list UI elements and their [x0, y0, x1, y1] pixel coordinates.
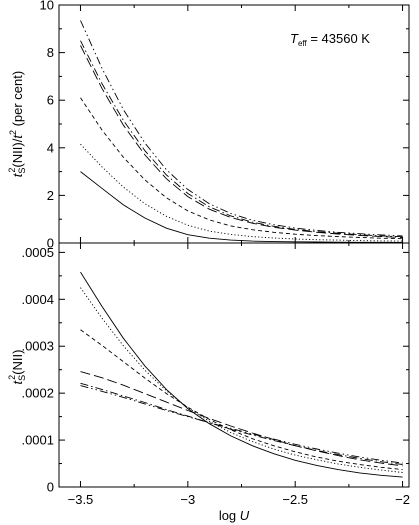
top-series-line-short-dash: [80, 97, 403, 240]
bottom-y-axis-label: tS2(NII): [7, 350, 27, 385]
top-ytick-label: 8: [47, 45, 54, 60]
bottom-ytick-label: .0001: [21, 433, 54, 448]
bottom-series-line-long-dash: [80, 371, 403, 467]
bottom-panel-ticks: 0 .0001 .0002 .0003 .0004 .0005 −3.5 −3 −2.5 −2: [21, 243, 410, 507]
top-ytick-label: 4: [47, 140, 54, 155]
top-panel-series: [80, 20, 403, 243]
xtick-label: −3.5: [68, 492, 94, 507]
bottom-ytick-label: 0: [47, 480, 54, 495]
bottom-ytick-label: .0005: [21, 245, 54, 260]
x-axis-label: log U: [219, 508, 250, 523]
top-series-line-dotted: [80, 143, 403, 242]
bottom-series-line-solid: [80, 271, 403, 478]
top-ytick-label: 0: [47, 236, 54, 251]
top-ytick-label: 2: [47, 188, 54, 203]
bottom-panel-series: [80, 271, 403, 478]
top-ytick-label: 6: [47, 93, 54, 108]
bottom-ytick-label: .0004: [21, 292, 54, 307]
bottom-ytick-label: .0003: [21, 339, 54, 354]
top-y-axis-label: tS2(NII)/t2 (per cent): [7, 71, 27, 177]
bottom-series-line-dash-dot-dot: [80, 385, 403, 464]
top-series-line-dash-dot-dot: [80, 20, 403, 237]
top-ytick-label: 10: [40, 0, 54, 13]
xtick-label: −2: [395, 492, 410, 507]
top-series-line-long-dash: [80, 45, 403, 238]
bottom-series-line-dotted: [80, 287, 403, 473]
xtick-label: −3: [180, 492, 195, 507]
bottom-series-line-short-dash: [80, 329, 403, 471]
top-series-line-dash-dot: [80, 40, 403, 238]
bottom-panel-frame: [58, 242, 410, 488]
top-series-line-solid: [80, 171, 403, 243]
xtick-label: −2.5: [282, 492, 308, 507]
temperature-annotation: Teff = 43560 K: [290, 31, 370, 48]
bottom-ytick-label: .0002: [21, 386, 54, 401]
